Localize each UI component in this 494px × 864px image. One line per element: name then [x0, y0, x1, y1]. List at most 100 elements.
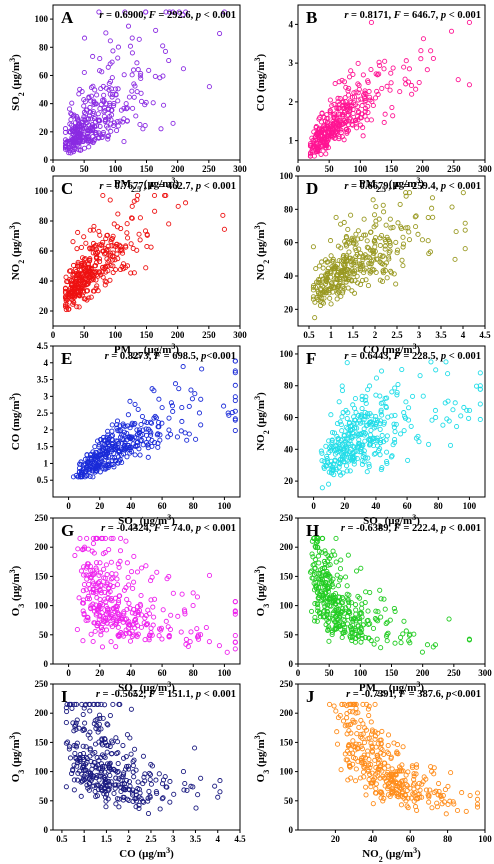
- data-point: [365, 455, 371, 461]
- data-point: [118, 434, 124, 440]
- data-point: [339, 134, 345, 140]
- data-point: [338, 557, 344, 563]
- data-point: [76, 140, 82, 146]
- y-tick-label: 50: [39, 796, 49, 806]
- data-point: [67, 701, 73, 707]
- data-point: [372, 701, 378, 707]
- data-point: [341, 263, 347, 269]
- data-point: [112, 445, 118, 451]
- data-point: [96, 135, 102, 141]
- data-point: [361, 267, 367, 273]
- data-point: [76, 595, 82, 601]
- y-tick-label: 1: [44, 458, 49, 468]
- data-point: [108, 639, 114, 645]
- data-point: [142, 771, 148, 777]
- x-tick-label: 0: [311, 501, 316, 511]
- data-point: [309, 575, 315, 581]
- data-point: [411, 776, 417, 782]
- data-point: [99, 97, 106, 103]
- data-point: [138, 603, 144, 609]
- data-point: [87, 586, 93, 592]
- data-point: [347, 708, 353, 715]
- data-point: [153, 27, 159, 33]
- data-point: [94, 755, 100, 761]
- data-point: [89, 548, 95, 554]
- data-point: [120, 119, 126, 125]
- x-tick-label: 100: [354, 668, 368, 678]
- data-point: [361, 232, 367, 238]
- data-point: [103, 618, 109, 624]
- data-point: [314, 295, 320, 301]
- data-point: [327, 603, 333, 609]
- data-point: [323, 443, 329, 449]
- x-tick-label: 150: [140, 164, 154, 174]
- data-point: [400, 234, 406, 240]
- data-point: [384, 749, 390, 755]
- data-point: [327, 286, 333, 292]
- data-point: [190, 603, 196, 609]
- data-point: [314, 145, 320, 151]
- data-point: [368, 261, 374, 267]
- data-point: [459, 790, 465, 796]
- data-point: [90, 53, 96, 60]
- data-point: [115, 98, 121, 104]
- data-point: [335, 607, 341, 613]
- data-point: [159, 781, 166, 787]
- data-point: [90, 83, 96, 89]
- data-point: [382, 243, 388, 249]
- data-point: [100, 264, 106, 270]
- data-point: [372, 235, 379, 241]
- data-point: [339, 122, 345, 128]
- data-point: [67, 744, 73, 750]
- data-point: [363, 91, 369, 97]
- data-point: [132, 452, 138, 458]
- data-point: [368, 762, 374, 768]
- panel-letter: A: [61, 8, 74, 27]
- data-point: [436, 780, 442, 787]
- data-point: [337, 460, 343, 466]
- data-point: [339, 428, 345, 434]
- data-point: [335, 598, 341, 605]
- data-point: [373, 608, 379, 614]
- data-point: [324, 275, 331, 282]
- data-point: [68, 268, 74, 274]
- x-axis-label: SO2 (μg/m3): [118, 680, 175, 698]
- data-point: [132, 420, 138, 427]
- data-point: [108, 239, 114, 245]
- data-point: [109, 428, 115, 434]
- data-point: [393, 772, 399, 778]
- data-point: [132, 401, 138, 407]
- stat-annotation: r = -0.6389, F = 222.4, p < 0.001: [341, 523, 481, 534]
- data-point: [398, 431, 404, 437]
- data-point: [115, 768, 121, 775]
- data-point: [405, 457, 411, 463]
- data-point: [372, 417, 378, 423]
- data-point: [111, 103, 117, 109]
- data-point: [326, 638, 332, 644]
- data-point: [99, 459, 105, 465]
- x-tick-label: 150: [140, 330, 154, 340]
- data-point: [93, 582, 99, 588]
- data-point: [316, 560, 322, 566]
- data-point: [107, 78, 114, 85]
- data-point: [172, 381, 179, 387]
- data-point: [146, 635, 152, 641]
- data-point: [107, 773, 113, 779]
- data-point: [360, 255, 366, 261]
- data-point: [371, 451, 377, 457]
- data-point: [325, 627, 331, 633]
- data-point: [92, 114, 98, 120]
- data-point: [398, 802, 404, 808]
- data-point: [123, 538, 129, 544]
- data-point: [90, 227, 97, 233]
- data-point: [93, 277, 99, 283]
- data-point: [113, 735, 119, 741]
- data-point: [403, 772, 409, 778]
- data-point: [352, 417, 358, 423]
- data-point: [434, 800, 440, 806]
- data-point: [425, 238, 431, 244]
- data-point: [348, 212, 354, 218]
- data-point: [390, 442, 396, 448]
- data-point: [340, 253, 347, 259]
